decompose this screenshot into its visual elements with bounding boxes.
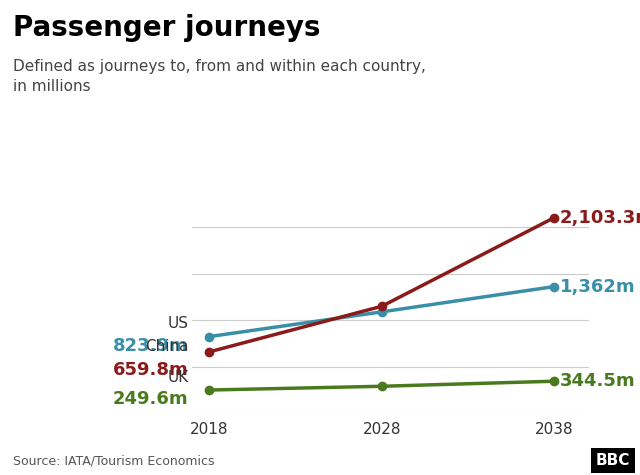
Text: Passenger journeys: Passenger journeys: [13, 14, 320, 42]
Text: 659.8m: 659.8m: [113, 361, 189, 379]
Text: 1,362m: 1,362m: [559, 277, 635, 295]
Text: 2,103.3m: 2,103.3m: [559, 209, 640, 227]
Text: US: US: [168, 316, 189, 332]
Text: UK: UK: [167, 370, 189, 385]
Text: Source: IATA/Tourism Economics: Source: IATA/Tourism Economics: [13, 455, 214, 468]
Text: BBC: BBC: [596, 453, 630, 468]
Text: 823.9m: 823.9m: [113, 337, 189, 355]
Text: China: China: [145, 339, 189, 354]
Text: Defined as journeys to, from and within each country,
in millions: Defined as journeys to, from and within …: [13, 59, 426, 94]
Text: 249.6m: 249.6m: [113, 390, 189, 408]
Text: 344.5m: 344.5m: [559, 372, 635, 390]
